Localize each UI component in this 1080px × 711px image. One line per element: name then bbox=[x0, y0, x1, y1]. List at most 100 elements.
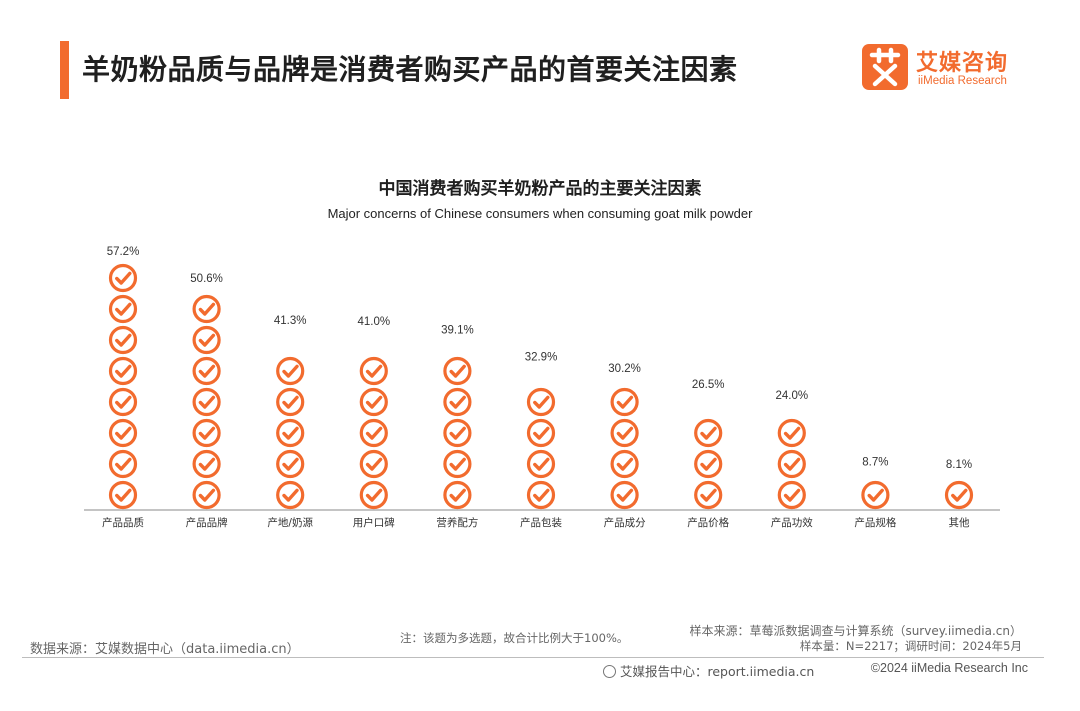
check-circle-icon bbox=[526, 449, 556, 479]
check-circle-icon bbox=[861, 480, 890, 510]
check-circle-icon bbox=[610, 480, 639, 510]
check-circle-icon bbox=[276, 356, 305, 386]
check-circle-icon bbox=[526, 418, 556, 448]
logo-glyph-icon bbox=[869, 47, 901, 87]
check-circle-icon bbox=[108, 356, 138, 386]
data-label: 24.0% bbox=[775, 390, 808, 402]
brand-logo: 艾媒咨询 iiMedia Research bbox=[862, 44, 1032, 92]
check-circle-icon bbox=[443, 418, 472, 448]
x-tick-label: 产品功效 bbox=[771, 516, 813, 529]
x-tick-label: 产品价格 bbox=[687, 516, 729, 529]
bar-产品品质: 57.2% 产品品质 bbox=[102, 246, 144, 529]
bar-产品功效: 24.0% 产品功效 bbox=[771, 390, 813, 529]
data-label: 50.6% bbox=[190, 273, 223, 285]
bar-产品成分: 30.2% 产品成分 bbox=[604, 363, 646, 529]
title-accent-bar bbox=[60, 41, 69, 99]
check-circle-icon bbox=[359, 387, 388, 417]
data-label: 39.1% bbox=[441, 324, 474, 336]
x-tick-label: 产品品质 bbox=[102, 516, 144, 529]
logo-text-en: iiMedia Research bbox=[918, 75, 1007, 87]
check-circle-icon bbox=[694, 480, 723, 510]
report-center-text: 艾媒报告中心：report.iimedia.cn bbox=[620, 664, 815, 679]
check-circle-icon bbox=[443, 449, 472, 479]
check-circle-icon bbox=[777, 418, 806, 448]
check-circle-icon bbox=[108, 449, 138, 479]
check-circle-icon bbox=[359, 449, 388, 479]
footer-divider bbox=[22, 657, 1044, 658]
data-label: 8.1% bbox=[946, 459, 972, 471]
report-center-link[interactable]: 艾媒报告中心：report.iimedia.cn bbox=[603, 661, 814, 680]
check-circle-icon bbox=[108, 294, 138, 324]
data-source: 数据来源：艾媒数据中心（data.iimedia.cn） bbox=[30, 642, 300, 657]
check-circle-icon bbox=[108, 480, 138, 510]
check-circle-icon bbox=[694, 449, 723, 479]
check-circle-icon bbox=[276, 480, 305, 510]
check-circle-icon bbox=[443, 356, 472, 386]
data-label: 26.5% bbox=[692, 379, 725, 391]
bar-产品规格: 8.7% 产品规格 bbox=[854, 456, 896, 529]
x-tick-label: 产品品牌 bbox=[186, 516, 228, 529]
x-tick-label: 产品成分 bbox=[604, 516, 646, 529]
x-tick-label: 产品规格 bbox=[854, 516, 896, 529]
check-circle-icon bbox=[443, 387, 472, 417]
check-circle-icon bbox=[192, 325, 221, 355]
check-circle-icon bbox=[108, 325, 138, 355]
check-circle-icon bbox=[276, 449, 305, 479]
check-circle-icon bbox=[694, 396, 723, 417]
check-circle-icon bbox=[610, 449, 639, 479]
bar-用户口碑: 41.0% 用户口碑 bbox=[353, 316, 395, 529]
bar-产品包装: 32.9% 产品包装 bbox=[520, 351, 562, 529]
check-circle-icon bbox=[108, 418, 138, 448]
check-circle-icon bbox=[610, 387, 639, 417]
check-circle-icon bbox=[777, 449, 806, 479]
x-tick-label: 用户口碑 bbox=[353, 516, 395, 529]
data-label: 57.2% bbox=[107, 246, 140, 258]
sample-meta: 样本量：N=2217；调研时间：2024年5月 bbox=[799, 639, 1022, 653]
check-circle-icon bbox=[526, 480, 556, 510]
bar-产品价格: 26.5% 产品价格 bbox=[687, 379, 729, 529]
data-label: 41.3% bbox=[274, 315, 307, 327]
check-circle-icon bbox=[108, 387, 138, 417]
data-label: 41.0% bbox=[357, 316, 390, 328]
x-tick-label: 其他 bbox=[949, 516, 970, 529]
x-tick-label: 产品包装 bbox=[520, 516, 562, 529]
check-circle-icon bbox=[359, 356, 388, 386]
check-circle-icon bbox=[276, 331, 305, 355]
data-label: 30.2% bbox=[608, 363, 641, 375]
copyright: ©2024 iiMedia Research Inc bbox=[870, 661, 1028, 675]
check-circle-icon bbox=[192, 480, 221, 510]
check-circle-icon bbox=[192, 387, 221, 417]
check-circle-icon bbox=[192, 449, 221, 479]
chart-note: 注：该题为多选题，故合计比例大于100%。 bbox=[400, 631, 629, 645]
chart-subtitle: Major concerns of Chinese consumers when… bbox=[327, 206, 753, 221]
check-circle-icon bbox=[359, 333, 388, 355]
logo-mark bbox=[862, 44, 908, 90]
check-circle-icon bbox=[359, 480, 388, 510]
check-circle-icon bbox=[443, 480, 472, 510]
check-circle-icon bbox=[694, 418, 723, 448]
x-tick-label: 产地/奶源 bbox=[267, 516, 313, 529]
check-circle-icon bbox=[192, 356, 221, 386]
bar-产地/奶源: 41.3% 产地/奶源 bbox=[267, 315, 313, 529]
sample-source: 样本来源：草莓派数据调查与计算系统（survey.iimedia.cn） bbox=[689, 624, 1022, 638]
check-circle-icon bbox=[192, 294, 221, 324]
chart-title: 中国消费者购买羊奶粉产品的主要关注因素 bbox=[378, 179, 702, 199]
check-circle-icon bbox=[108, 263, 138, 293]
check-circle-icon bbox=[359, 418, 388, 448]
bar-其他: 8.1% 其他 bbox=[944, 459, 974, 529]
check-circle-icon bbox=[276, 418, 305, 448]
check-circle-icon bbox=[610, 418, 639, 448]
check-circle-icon bbox=[276, 387, 305, 417]
globe-icon bbox=[603, 665, 616, 678]
bar-产品品牌: 50.6% 产品品牌 bbox=[186, 273, 228, 529]
check-circle-icon bbox=[192, 418, 221, 448]
data-label: 8.7% bbox=[862, 456, 888, 468]
check-circle-icon bbox=[944, 480, 974, 510]
page-title: 羊奶粉品质与品牌是消费者购买产品的首要关注因素 bbox=[82, 53, 738, 86]
x-tick-label: 营养配方 bbox=[436, 516, 478, 529]
check-circle-icon bbox=[777, 480, 806, 510]
data-label: 32.9% bbox=[525, 351, 558, 363]
bar-营养配方: 39.1% 营养配方 bbox=[436, 324, 478, 529]
check-circle-icon bbox=[526, 387, 556, 417]
